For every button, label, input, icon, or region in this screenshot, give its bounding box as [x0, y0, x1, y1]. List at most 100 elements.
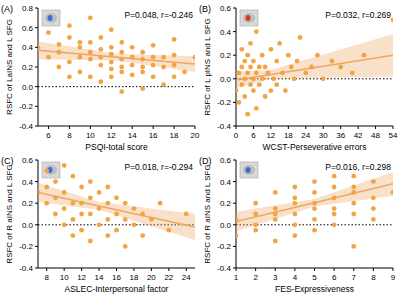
point: [263, 65, 268, 70]
point: [277, 41, 282, 46]
y-tick-label: -0.4: [19, 264, 33, 273]
point: [172, 37, 177, 42]
point: [114, 212, 119, 217]
point: [46, 55, 51, 60]
y-tick-label: -0.2: [19, 242, 33, 251]
x-tick-label: 20: [191, 131, 200, 140]
point: [254, 29, 259, 34]
x-axis: [236, 126, 393, 127]
point: [114, 228, 119, 233]
point: [62, 190, 67, 195]
x-tick-label: 24: [301, 131, 310, 140]
y-tick: [35, 106, 38, 107]
point: [105, 185, 110, 190]
y-axis: [38, 160, 39, 268]
fit-line: [236, 184, 393, 222]
point: [140, 86, 145, 91]
point: [312, 190, 317, 195]
point: [391, 17, 393, 22]
point: [268, 47, 273, 52]
y-tick: [233, 160, 236, 161]
x-tick: [270, 126, 271, 129]
plot-area: [38, 15, 195, 94]
point: [292, 222, 297, 227]
x-tick: [305, 126, 306, 129]
y-axis-label: RSFC of R aINS and L SFG: [203, 164, 212, 263]
point: [362, 53, 367, 58]
point: [236, 88, 238, 93]
x-tick: [132, 126, 133, 129]
y-tick: [35, 181, 38, 182]
x-tick-label: 10: [86, 131, 95, 140]
point: [321, 76, 326, 81]
point: [161, 82, 166, 87]
x-tick: [174, 126, 175, 129]
point: [268, 88, 273, 93]
point: [371, 206, 376, 211]
x-tick-label: 18: [129, 273, 138, 282]
point: [77, 40, 82, 45]
point: [182, 70, 187, 75]
reference-line: [38, 86, 195, 87]
y-tick-label: 0.4: [22, 178, 34, 187]
x-tick-label: 18: [170, 131, 179, 140]
point: [44, 168, 49, 173]
x-tick-label: 3: [273, 273, 278, 282]
point: [62, 206, 67, 211]
point: [109, 27, 114, 32]
point: [57, 50, 62, 55]
x-tick: [99, 268, 100, 271]
point: [119, 50, 124, 55]
point: [332, 222, 337, 227]
point: [67, 35, 72, 40]
point: [130, 55, 135, 60]
y-tick-label: 0.2: [220, 51, 232, 60]
x-tick-label: 1: [234, 273, 239, 282]
point: [44, 185, 49, 190]
y-tick: [35, 47, 38, 48]
point: [88, 212, 93, 217]
y-tick-label: 0.0: [220, 221, 232, 230]
x-tick: [90, 126, 91, 129]
point: [350, 71, 355, 76]
point: [315, 53, 320, 58]
y-tick: [233, 31, 236, 32]
x-axis-label: WCST-Perseverative errors: [263, 142, 367, 152]
plot-area: [38, 163, 195, 249]
point: [53, 195, 58, 200]
point: [67, 23, 72, 28]
point: [239, 47, 244, 52]
y-axis-label: RSFC of LaINS and L SFG: [5, 19, 14, 115]
x-tick-label: 0: [234, 131, 239, 140]
y-tick-label: -0.4: [217, 264, 231, 273]
reference-line: [236, 224, 393, 225]
point: [332, 212, 337, 217]
point: [283, 88, 288, 93]
y-tick: [35, 160, 38, 161]
point: [338, 65, 343, 70]
point: [98, 35, 103, 40]
point: [172, 74, 177, 79]
point: [130, 63, 135, 68]
point: [140, 70, 145, 75]
point: [98, 79, 103, 84]
point: [119, 65, 124, 70]
point: [123, 244, 128, 249]
point: [130, 72, 135, 77]
point: [266, 71, 271, 76]
x-tick: [133, 268, 134, 271]
x-tick: [294, 268, 295, 271]
point: [123, 217, 128, 222]
x-tick: [151, 268, 152, 271]
y-tick: [35, 86, 38, 87]
point: [236, 217, 238, 222]
x-tick-label: 30: [319, 131, 328, 140]
point: [88, 15, 93, 20]
x-tick-label: 12: [77, 273, 86, 282]
point: [130, 45, 135, 50]
y-tick: [233, 78, 236, 79]
x-tick-label: 6: [46, 131, 51, 140]
confidence-band: [38, 41, 195, 71]
point: [312, 179, 317, 184]
figure: -0.4-0.20.00.20.40.60.868101214161820PSQ…: [0, 0, 400, 296]
